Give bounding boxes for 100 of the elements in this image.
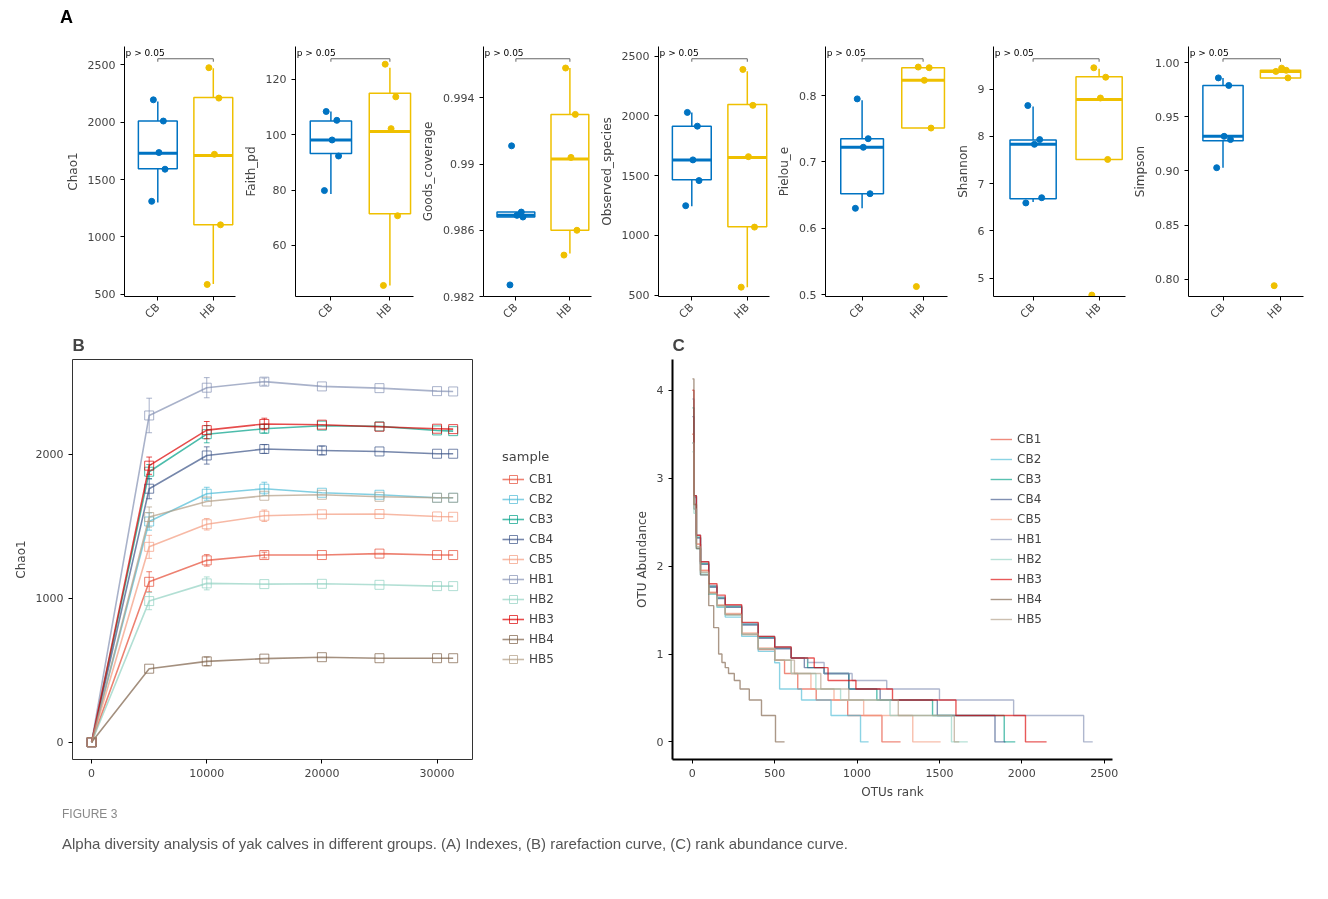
x-tick-label: CB (500, 300, 521, 321)
y-tick-label: 3 (656, 472, 664, 486)
y-tick-label: 0.986 (443, 224, 475, 238)
legend-label: CB2 (1017, 452, 1042, 466)
x-tick-label: 1000 (843, 766, 872, 780)
x-tick-label: 30000 (419, 766, 455, 780)
y-tick-label: 1.00 (1155, 56, 1180, 70)
chart-title: A (60, 7, 73, 27)
x-tick-label: HB (374, 300, 395, 322)
y-tick-label: 1500 (621, 169, 650, 183)
x-tick-label: HB (554, 300, 575, 322)
annotation: p > 0.05 (125, 47, 165, 58)
y-tick-label: 2500 (621, 50, 650, 64)
legend-label: HB4 (529, 632, 554, 646)
x-tick-label: 2000 (1007, 766, 1036, 780)
x-axis-title: OTUs rank (861, 784, 924, 799)
x-tick-label: CB (1207, 300, 1228, 321)
chart-title: B (72, 335, 85, 355)
y-tick-label: 0 (56, 736, 64, 750)
x-tick-label: 10000 (189, 766, 225, 780)
y-tick-label: 6 (977, 224, 985, 238)
y-tick-label: 5 (977, 272, 985, 286)
x-tick-label: HB (1264, 300, 1286, 322)
y-tick-label: 0.7 (799, 155, 817, 169)
y-tick-label: 120 (265, 73, 287, 87)
y-tick-label: 0 (656, 735, 664, 749)
y-tick-label: 7 (977, 177, 985, 191)
caption: FIGURE 3 (62, 806, 118, 823)
annotation: p > 0.05 (1189, 47, 1229, 58)
y-tick-label: 80 (272, 184, 287, 198)
legend-label: HB2 (529, 592, 554, 606)
y-axis-title: OTU Abundance (634, 511, 649, 608)
y-tick-label: 100 (265, 128, 287, 142)
y-tick-label: 2000 (87, 116, 116, 130)
x-tick-label: HB (907, 300, 928, 322)
annotation: p > 0.05 (659, 47, 699, 58)
y-tick-label: 500 (94, 288, 116, 302)
y-tick-label: 0.982 (443, 290, 475, 304)
x-tick-label: 20000 (304, 766, 340, 780)
x-tick-label: 2500 (1090, 766, 1119, 780)
legend-label: HB3 (529, 612, 554, 626)
y-tick-label: 0.95 (1155, 110, 1180, 124)
y-tick-label: 0.90 (1155, 164, 1180, 178)
y-tick-label: 4 (656, 384, 664, 398)
legend-label: HB1 (1017, 532, 1042, 546)
y-tick-label: 0.8 (799, 89, 817, 103)
legend-label: CB2 (529, 492, 554, 506)
x-tick-label: 500 (764, 766, 786, 780)
x-tick-label: HB (197, 300, 218, 322)
x-tick-label: HB (731, 300, 752, 322)
y-axis-title: Observed_species (599, 117, 614, 226)
text: Alpha diversity analysis of yak calves in different groups. (A) Indexes, (B) rarefaction curve, (C) rank abundance curve. (62, 834, 848, 855)
y-tick-label: 2000 (621, 109, 650, 123)
y-tick-label: 0.994 (443, 91, 475, 105)
y-tick-label: 60 (272, 239, 287, 253)
annotation: p > 0.05 (296, 47, 336, 58)
y-tick-label: 0.99 (450, 158, 475, 172)
y-axis-title: Chao1 (65, 152, 80, 191)
y-axis-title: Simpson (1133, 145, 1148, 198)
y-axis-title: Faith_pd (243, 146, 258, 197)
legend-label: HB2 (1017, 552, 1042, 566)
legend-title: sample (502, 449, 551, 464)
x-tick-label: CB (142, 300, 163, 321)
y-tick-label: 8 (977, 130, 985, 144)
legend-label: HB5 (1017, 612, 1042, 626)
annotation: p > 0.05 (484, 47, 524, 58)
y-tick-label: 0.85 (1155, 219, 1180, 233)
chart-title: C (672, 335, 685, 355)
y-tick-label: 1 (656, 648, 664, 662)
x-tick-label: CB (1017, 300, 1038, 321)
y-tick-label: 1500 (87, 173, 116, 187)
legend-label: CB1 (529, 472, 554, 486)
legend-label: HB3 (1017, 572, 1042, 586)
y-tick-label: 500 (628, 289, 650, 303)
y-axis-title: Shannon (955, 145, 970, 198)
legend-label: CB3 (1017, 472, 1042, 486)
y-axis-title: Pielou_e (777, 146, 792, 197)
legend-label: CB3 (529, 512, 554, 526)
annotation: p > 0.05 (994, 47, 1034, 58)
legend-label: HB1 (529, 572, 554, 586)
x-tick-label: 1500 (925, 766, 954, 780)
legend-label: CB5 (529, 552, 554, 566)
y-tick-label: 9 (977, 83, 985, 97)
y-tick-label: 1000 (621, 229, 650, 243)
y-tick-label: 2000 (35, 448, 64, 462)
y-tick-label: 0.5 (799, 288, 817, 302)
annotation: p > 0.05 (826, 47, 866, 58)
y-tick-label: 1000 (35, 592, 64, 606)
legend-label: HB4 (1017, 592, 1042, 606)
y-tick-label: 2 (656, 560, 664, 574)
legend-label: CB1 (1017, 432, 1042, 446)
legend-label: CB4 (1017, 492, 1042, 506)
x-tick-label: 0 (688, 766, 696, 780)
x-tick-label: HB (1083, 300, 1104, 322)
legend-label: HB5 (529, 652, 554, 666)
y-tick-label: 2500 (87, 58, 116, 72)
x-tick-label: CB (315, 300, 336, 321)
x-tick-label: CB (846, 300, 867, 321)
y-tick-label: 0.6 (799, 222, 817, 236)
x-tick-label: CB (676, 300, 697, 321)
